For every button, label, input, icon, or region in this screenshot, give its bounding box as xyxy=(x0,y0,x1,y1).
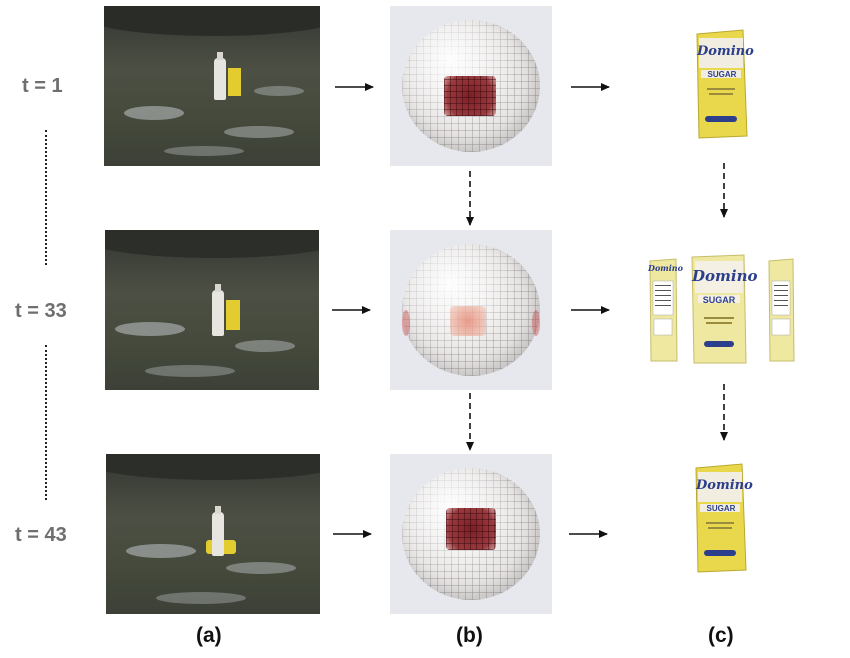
sugar-box-icon xyxy=(226,300,240,330)
timeline-dots-lower xyxy=(45,345,47,500)
time-label-t1: t = 1 xyxy=(22,75,63,97)
sugar-bag-front-t1: Domino SUGAR xyxy=(693,28,754,140)
heat-patch xyxy=(446,508,496,550)
bag-brand-label: Domino xyxy=(697,44,754,59)
bag-product-label: SUGAR xyxy=(702,295,736,305)
bag-brand-label: Domino xyxy=(696,478,753,493)
sphere-panel-t43 xyxy=(390,454,552,614)
bag-product-label: SUGAR xyxy=(707,70,737,79)
caption-a: (a) xyxy=(196,624,222,647)
sphere-panel-t33 xyxy=(390,230,552,390)
bag-brand-label: Domino xyxy=(692,267,758,285)
dispenser-bottle-icon xyxy=(212,290,224,336)
sugar-bag-front-t43: Domino SUGAR xyxy=(692,462,753,574)
scene-image-t33 xyxy=(105,230,319,390)
dispenser-bottle-icon xyxy=(214,58,226,100)
sugar-bag-front-t33: Domino SUGAR xyxy=(690,253,758,365)
caption-b: (b) xyxy=(456,624,483,647)
time-label-t43: t = 43 xyxy=(15,524,67,546)
bag-product-label: SUGAR xyxy=(706,504,736,513)
caption-c: (c) xyxy=(708,624,734,647)
scene-image-t1 xyxy=(104,6,320,166)
sugar-box-icon xyxy=(228,68,241,96)
sugar-bag-side-right xyxy=(767,257,795,363)
time-label-t33: t = 33 xyxy=(15,300,67,322)
heat-patch xyxy=(444,76,496,116)
sphere-panel-t1 xyxy=(390,6,552,166)
bag-brand-label: Domino xyxy=(648,263,683,273)
dispenser-bottle-icon xyxy=(212,512,224,556)
scene-image-t43 xyxy=(106,454,320,614)
heat-patch xyxy=(450,306,486,336)
sugar-bag-side-left: Domino xyxy=(648,257,683,363)
timeline-dots-upper xyxy=(45,130,47,265)
